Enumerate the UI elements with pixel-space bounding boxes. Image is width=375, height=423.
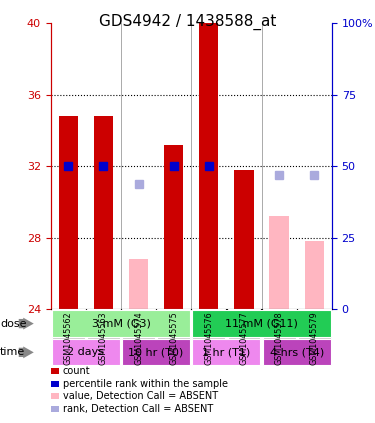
Text: GSM1045575: GSM1045575	[169, 311, 178, 365]
Bar	[164, 145, 183, 309]
Text: 10 hr (T0): 10 hr (T0)	[129, 347, 184, 357]
Text: GSM1045576: GSM1045576	[204, 311, 213, 365]
Bar	[199, 23, 219, 309]
Text: 1 hr (T1): 1 hr (T1)	[202, 347, 250, 357]
Text: GSM1045577: GSM1045577	[240, 311, 249, 365]
Text: 11 mM (G11): 11 mM (G11)	[225, 319, 298, 329]
Text: count: count	[63, 366, 90, 376]
Text: GSM1045574: GSM1045574	[134, 311, 143, 365]
Bar	[129, 259, 148, 309]
Text: GSM1045563: GSM1045563	[99, 311, 108, 365]
Bar	[58, 116, 78, 309]
Text: GSM1045578: GSM1045578	[274, 311, 284, 365]
Text: percentile rank within the sample: percentile rank within the sample	[63, 379, 228, 389]
Text: GDS4942 / 1438588_at: GDS4942 / 1438588_at	[99, 14, 276, 30]
Bar	[234, 170, 254, 309]
Text: 2 days: 2 days	[67, 347, 104, 357]
Text: value, Detection Call = ABSENT: value, Detection Call = ABSENT	[63, 391, 218, 401]
Text: rank, Detection Call = ABSENT: rank, Detection Call = ABSENT	[63, 404, 213, 414]
Text: 4 hrs (T4): 4 hrs (T4)	[270, 347, 324, 357]
Text: dose: dose	[0, 319, 27, 329]
Bar	[304, 241, 324, 309]
Bar	[94, 116, 113, 309]
Text: GSM1045562: GSM1045562	[64, 311, 73, 365]
Bar	[270, 216, 289, 309]
Text: GSM1045579: GSM1045579	[310, 311, 319, 365]
Text: time: time	[0, 347, 25, 357]
Text: 3 mM (G3): 3 mM (G3)	[92, 319, 150, 329]
